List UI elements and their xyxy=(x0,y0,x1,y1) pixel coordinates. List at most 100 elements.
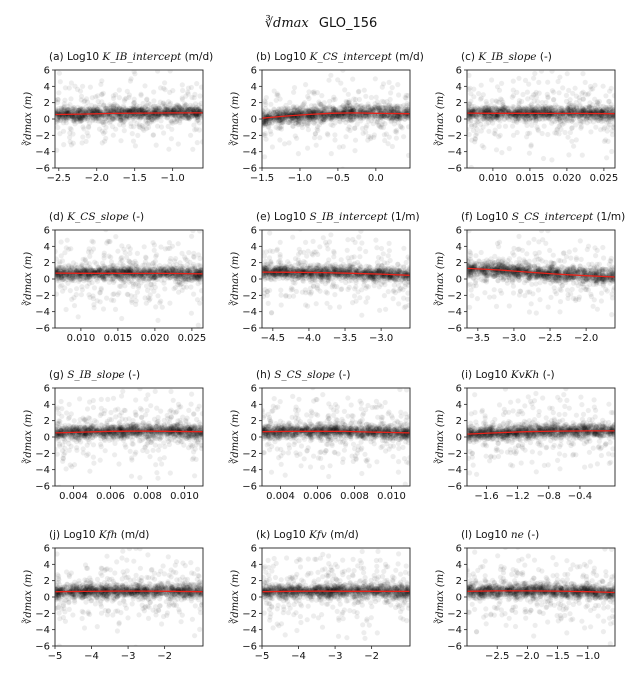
scatter-point xyxy=(61,107,67,114)
scatter-point xyxy=(167,70,173,74)
scatter-point xyxy=(488,105,494,111)
scatter-point xyxy=(610,108,615,114)
scatter-point xyxy=(198,288,203,294)
scatter-point xyxy=(482,112,488,118)
scatter-point xyxy=(158,107,164,113)
scatter-point xyxy=(141,105,147,111)
scatter-point xyxy=(533,114,539,120)
scatter-point xyxy=(173,265,179,271)
scatter-point xyxy=(554,117,560,123)
scatter-point xyxy=(345,126,351,132)
scatter-point xyxy=(68,142,74,148)
scatter-point xyxy=(62,114,69,121)
scatter-point xyxy=(325,105,331,111)
scatter-point xyxy=(339,114,345,120)
scatter-point xyxy=(520,114,527,120)
scatter-point xyxy=(372,101,378,107)
scatter-point xyxy=(62,85,68,91)
scatter-point xyxy=(192,106,198,112)
scatter-point xyxy=(165,106,171,112)
scatter-point xyxy=(63,265,69,271)
scatter-point xyxy=(175,141,181,147)
scatter-point xyxy=(112,306,119,312)
scatter-point xyxy=(266,112,272,118)
scatter-point xyxy=(61,273,67,279)
scatter-point xyxy=(177,120,183,126)
scatter-point xyxy=(55,117,62,123)
scatter-point xyxy=(311,106,317,112)
scatter-point xyxy=(576,103,583,109)
scatter-point xyxy=(189,113,195,119)
scatter-point xyxy=(107,114,113,120)
scatter-point xyxy=(467,72,472,78)
scatter-point xyxy=(75,104,81,110)
scatter-point xyxy=(356,114,362,120)
scatter-point xyxy=(611,125,615,131)
scatter-point xyxy=(130,138,137,144)
scatter-point xyxy=(487,113,493,119)
scatter-point xyxy=(107,105,113,111)
scatter-point xyxy=(596,117,602,124)
scatter-point xyxy=(299,114,305,120)
scatter-point xyxy=(582,105,588,111)
scatter-point xyxy=(176,268,182,274)
scatter-point xyxy=(521,119,527,125)
scatter-point xyxy=(346,116,352,122)
scatter-point xyxy=(58,105,64,111)
scatter-point xyxy=(185,115,191,121)
scatter-point xyxy=(302,116,308,122)
scatter-point xyxy=(494,106,500,112)
scatter-point xyxy=(467,101,473,107)
scatter-point xyxy=(312,114,318,120)
scatter-point xyxy=(496,107,502,113)
scatter-point xyxy=(575,114,582,120)
scatter-point xyxy=(472,108,478,114)
scatter-point xyxy=(135,264,141,270)
scatter-point xyxy=(66,107,72,113)
scatter-point xyxy=(279,116,285,122)
scatter-point xyxy=(321,114,328,120)
scatter-point xyxy=(485,104,491,110)
scatter-point xyxy=(164,264,170,270)
scatter-point xyxy=(186,114,192,120)
scatter-point xyxy=(570,117,576,123)
scatter-point xyxy=(553,108,559,114)
scatter-point xyxy=(299,114,305,120)
scatter-point xyxy=(577,102,583,108)
scatter-point xyxy=(166,240,172,246)
scatter-point xyxy=(64,116,70,122)
scatter-point xyxy=(601,113,608,119)
scatter-point xyxy=(262,118,269,124)
scatter-point xyxy=(67,139,73,145)
scatter-point xyxy=(288,110,294,117)
scatter-point xyxy=(498,108,504,114)
scatter-point xyxy=(168,113,174,119)
scatter-point xyxy=(493,106,499,112)
scatter-point xyxy=(566,108,572,114)
scatter-point xyxy=(128,273,134,279)
scatter-point xyxy=(297,119,303,125)
scatter-point xyxy=(381,99,387,105)
scatter-point xyxy=(158,124,165,130)
scatter-point xyxy=(533,117,539,123)
scatter-point xyxy=(56,261,62,267)
scatter-point xyxy=(386,108,392,114)
subtitle-variable: K_IB_intercept xyxy=(101,51,182,63)
scatter-point xyxy=(594,107,600,113)
scatter-point xyxy=(516,115,522,121)
scatter-point xyxy=(65,107,71,113)
scatter-point xyxy=(391,105,397,112)
scatter-point xyxy=(77,107,83,113)
scatter-point xyxy=(594,99,600,105)
scatter-point xyxy=(518,106,524,112)
scatter-point xyxy=(490,115,496,121)
scatter-point xyxy=(606,107,612,113)
scatter-point xyxy=(69,114,76,120)
scatter-point xyxy=(349,107,355,113)
scatter-point xyxy=(117,283,123,289)
scatter-point xyxy=(574,114,580,120)
scatter-point xyxy=(73,116,79,122)
scatter-point xyxy=(163,103,169,109)
scatter-point xyxy=(158,114,164,120)
scatter-point xyxy=(405,113,410,119)
